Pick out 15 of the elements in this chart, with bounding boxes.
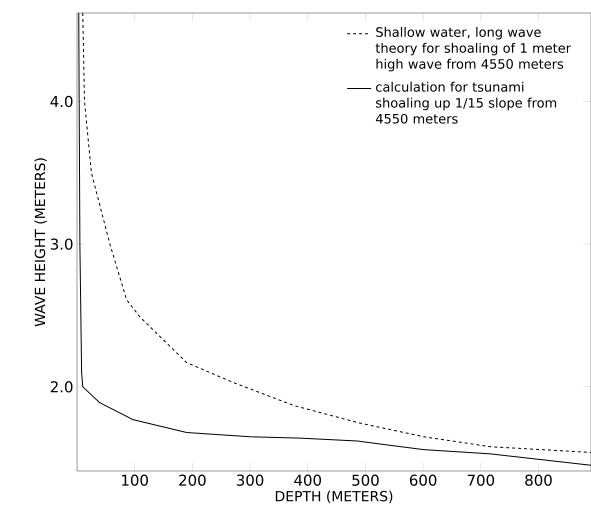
x-tick-label: 700 (468, 474, 494, 486)
x-tick-label: 800 (525, 474, 552, 486)
x-tick-label: 600 (410, 474, 436, 486)
x-tick-label: 200 (179, 474, 206, 486)
y-tick-label: 4.0 (50, 96, 72, 108)
y-axis-title: WAVE HEIGHT (METERS) (34, 158, 47, 326)
x-axis-title: DEPTH (METERS) (276, 490, 392, 504)
x-tick-label: 100 (122, 474, 148, 486)
x-tick-label: 400 (294, 474, 322, 486)
y-tick-label: 2.0 (50, 381, 72, 392)
x-tick-label: 500 (352, 474, 379, 486)
y-tick-label: 3.0 (50, 238, 72, 250)
legend-label: calculation for tsunami shoaling up 1/15 slope from 4550 meters (376, 82, 556, 124)
x-tick-label: 300 (236, 474, 264, 486)
legend-label: Shallow water, long wave theory for shoaling of 1 meter high wave from 4550 meters (376, 26, 572, 72)
